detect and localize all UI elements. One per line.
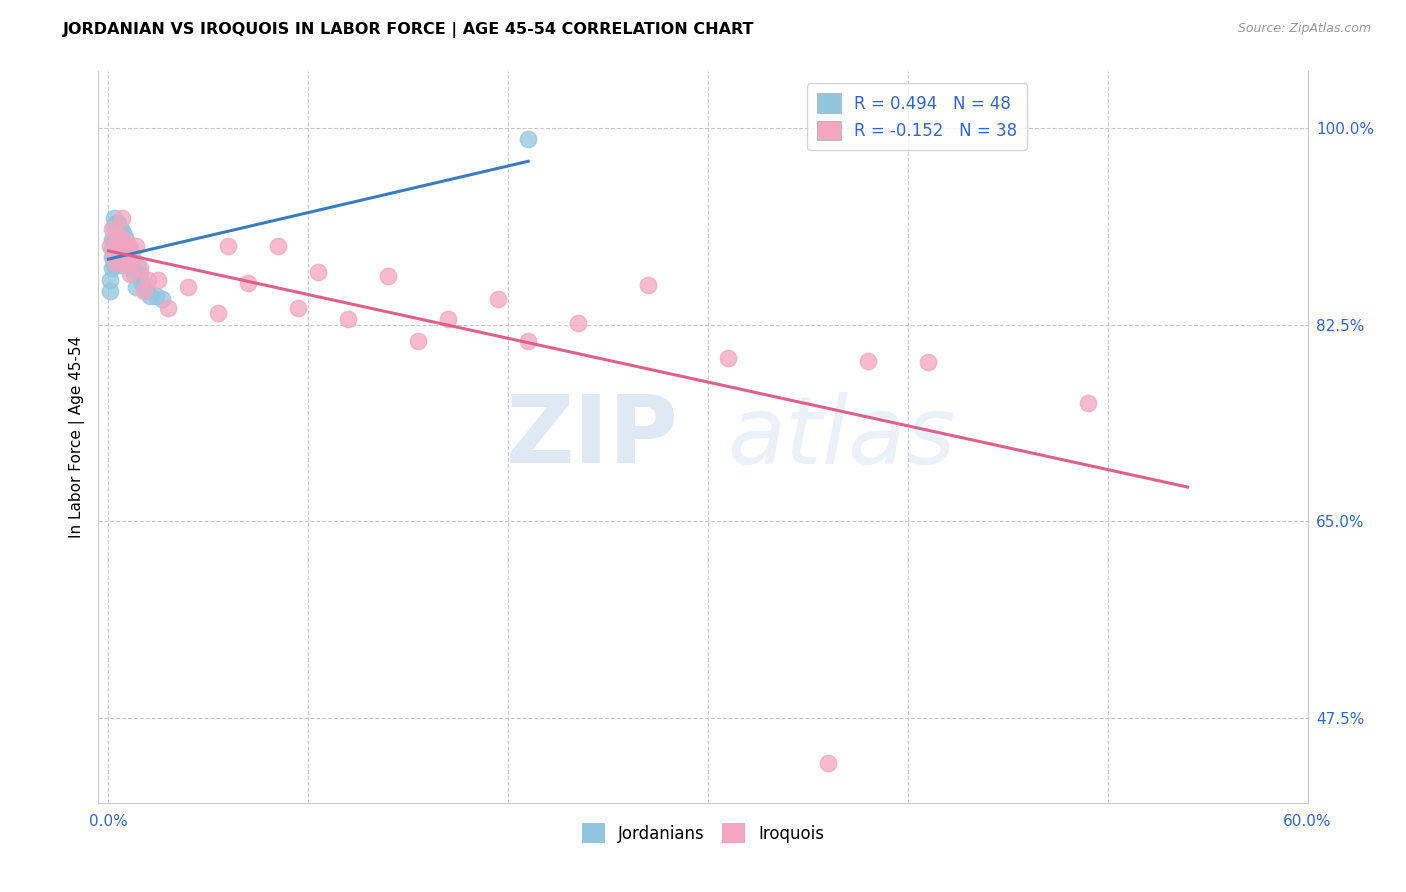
- Point: [145, 289, 167, 303]
- Point: [100, 284, 122, 298]
- Point: [101, 222, 124, 236]
- Point: [101, 242, 124, 256]
- Point: [103, 211, 125, 225]
- Point: [107, 239, 129, 253]
- Point: [517, 334, 540, 349]
- Point: [120, 267, 142, 281]
- Point: [1077, 396, 1099, 410]
- Point: [103, 258, 125, 272]
- Point: [111, 211, 134, 225]
- Point: [105, 216, 128, 230]
- Point: [115, 233, 138, 247]
- Point: [111, 258, 134, 272]
- Point: [112, 253, 135, 268]
- Point: [121, 250, 143, 264]
- Point: [103, 233, 125, 247]
- Point: [101, 261, 124, 276]
- Point: [100, 272, 122, 286]
- Point: [817, 756, 839, 771]
- Point: [117, 239, 139, 253]
- Point: [100, 239, 122, 253]
- Point: [717, 351, 740, 366]
- Text: atlas: atlas: [727, 392, 956, 483]
- Point: [131, 276, 153, 290]
- Point: [112, 227, 135, 242]
- Point: [103, 219, 125, 234]
- Point: [121, 250, 143, 264]
- Point: [437, 312, 460, 326]
- Point: [111, 235, 134, 250]
- Point: [110, 233, 132, 247]
- Point: [105, 255, 128, 269]
- Point: [103, 250, 125, 264]
- Point: [177, 280, 200, 294]
- Point: [112, 239, 135, 253]
- Text: Source: ZipAtlas.com: Source: ZipAtlas.com: [1237, 22, 1371, 36]
- Point: [110, 239, 132, 253]
- Point: [120, 252, 142, 267]
- Point: [917, 354, 939, 368]
- Point: [135, 284, 157, 298]
- Point: [110, 222, 132, 236]
- Point: [567, 317, 589, 331]
- Point: [138, 272, 160, 286]
- Point: [129, 267, 152, 281]
- Point: [129, 261, 152, 276]
- Point: [115, 244, 138, 259]
- Text: ZIP: ZIP: [506, 391, 679, 483]
- Point: [856, 353, 879, 368]
- Point: [287, 301, 309, 315]
- Legend: Jordanians, Iroquois: Jordanians, Iroquois: [575, 817, 831, 849]
- Point: [125, 280, 148, 294]
- Point: [105, 227, 128, 242]
- Point: [238, 276, 260, 290]
- Point: [134, 284, 156, 298]
- Point: [120, 241, 142, 255]
- Point: [117, 250, 139, 264]
- Point: [207, 306, 229, 320]
- Point: [107, 227, 129, 242]
- Point: [105, 250, 128, 264]
- Point: [105, 239, 128, 253]
- Point: [139, 289, 162, 303]
- Point: [101, 233, 124, 247]
- Point: [117, 239, 139, 253]
- Point: [107, 216, 129, 230]
- Point: [517, 132, 540, 146]
- Point: [157, 301, 180, 315]
- Point: [115, 255, 138, 269]
- Point: [337, 312, 360, 326]
- Point: [125, 239, 148, 253]
- Point: [111, 246, 134, 260]
- Point: [121, 261, 143, 276]
- Point: [267, 239, 290, 253]
- Point: [150, 292, 173, 306]
- Point: [217, 239, 239, 253]
- Point: [101, 250, 124, 264]
- Text: JORDANIAN VS IROQUOIS IN LABOR FORCE | AGE 45-54 CORRELATION CHART: JORDANIAN VS IROQUOIS IN LABOR FORCE | A…: [63, 22, 755, 38]
- Y-axis label: In Labor Force | Age 45-54: In Labor Force | Age 45-54: [69, 336, 84, 538]
- Point: [406, 334, 429, 349]
- Point: [110, 244, 132, 259]
- Point: [103, 246, 125, 260]
- Point: [112, 233, 135, 247]
- Point: [107, 227, 129, 242]
- Point: [107, 250, 129, 264]
- Point: [127, 261, 149, 276]
- Point: [377, 269, 399, 284]
- Point: [111, 224, 134, 238]
- Point: [124, 267, 146, 281]
- Point: [307, 265, 329, 279]
- Point: [637, 278, 659, 293]
- Point: [486, 292, 509, 306]
- Point: [115, 255, 138, 269]
- Point: [148, 272, 170, 286]
